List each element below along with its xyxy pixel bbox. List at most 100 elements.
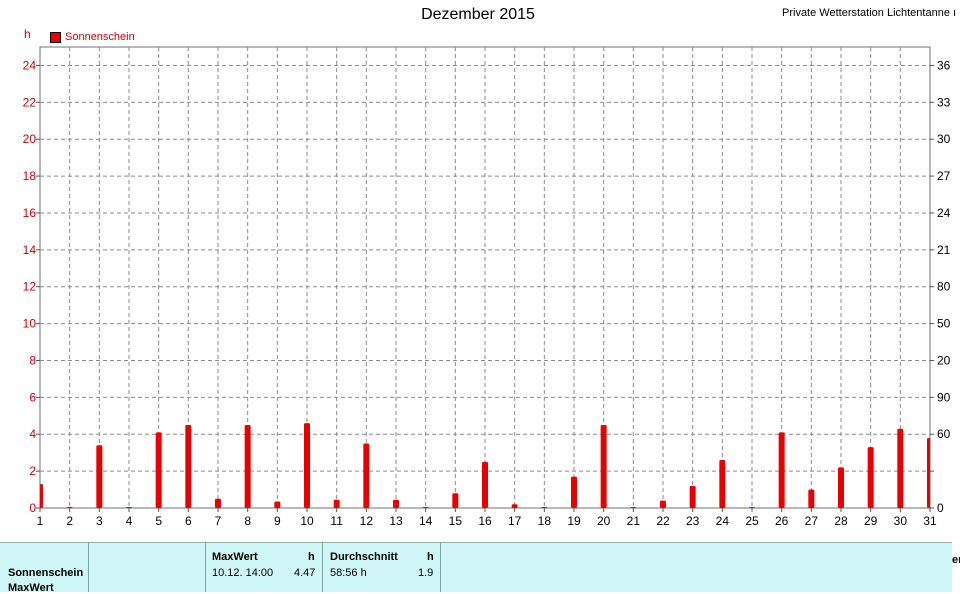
chart-title: Dezember 2015 xyxy=(421,6,535,23)
y-tick-label: 0 xyxy=(29,501,36,515)
right-tick-label: 36 xyxy=(937,58,951,72)
max-header: MaxWert xyxy=(212,551,258,563)
max-unit: h xyxy=(308,551,315,563)
legend-swatch xyxy=(50,31,61,43)
x-tick-label: 23 xyxy=(686,514,700,528)
footer-row-label-sunshine: Sonnenschein xyxy=(8,567,84,579)
bar-sonnenschein xyxy=(393,499,399,508)
right-tick-label: 33 xyxy=(937,95,951,109)
x-tick-label: 9 xyxy=(274,514,281,528)
plot-frame xyxy=(39,46,931,509)
x-tick-label: 19 xyxy=(567,514,581,528)
legend: Sonnenschein xyxy=(50,31,135,43)
bar-sonnenschein xyxy=(749,507,755,508)
right-tick-label: 30 xyxy=(937,132,951,146)
bar-sonnenschein xyxy=(897,428,904,508)
x-tick-label: 24 xyxy=(716,514,730,528)
bar-sonnenschein xyxy=(571,476,577,508)
right-tick-label: 60 xyxy=(937,427,951,441)
y-tick-label: 12 xyxy=(23,280,37,294)
y-tick-label: 18 xyxy=(23,169,37,183)
y-tick-label: 4 xyxy=(29,427,36,441)
y-tick-label: 2 xyxy=(29,464,36,478)
x-tick-label: 29 xyxy=(864,514,878,528)
x-tick-label: 15 xyxy=(449,514,463,528)
footer-max-column: MaxWert h 10.12. 14:00 4.47 xyxy=(206,543,323,592)
bar-sonnenschein xyxy=(244,425,251,508)
bar-sonnenschein xyxy=(600,425,607,508)
bar-sonnenschein xyxy=(482,461,488,508)
x-tick-label: 30 xyxy=(894,514,908,528)
right-tick-label: 24 xyxy=(937,206,951,220)
footer-avg-column: Durchschnitt h 58:56 h 1.9 xyxy=(323,543,441,592)
y-tick-label: 24 xyxy=(23,58,37,72)
x-tick-label: 22 xyxy=(656,514,670,528)
bar-sonnenschein xyxy=(40,484,43,508)
summary-footer: Sonnenschein MaxWert MaxWert h 10.12. 14… xyxy=(0,542,952,594)
bar-sonnenschein xyxy=(185,425,192,508)
x-tick-label: 11 xyxy=(330,514,343,528)
bar-sonnenschein xyxy=(215,498,221,508)
max-date: 10.12. 14:00 xyxy=(212,567,274,579)
footer-edge-label: er xyxy=(952,554,960,566)
footer-label-column: Sonnenschein MaxWert xyxy=(0,543,89,594)
x-tick-label: 13 xyxy=(389,514,403,528)
x-tick-label: 28 xyxy=(834,514,848,528)
bar-sonnenschein xyxy=(808,489,815,508)
x-tick-label: 14 xyxy=(419,514,433,528)
bar-sonnenschein xyxy=(927,437,930,508)
avg-header: Durchschnitt xyxy=(330,551,398,563)
x-tick-label: 18 xyxy=(538,514,552,528)
y-tick-label: 14 xyxy=(23,243,37,257)
bar-sonnenschein xyxy=(867,447,874,508)
avg-value: 1.9 xyxy=(418,567,434,579)
bar-sonnenschein xyxy=(333,499,340,508)
y-tick-label: 6 xyxy=(29,390,36,404)
x-tick-label: 5 xyxy=(155,514,162,528)
bar-sonnenschein xyxy=(96,445,103,508)
max-value: 4.47 xyxy=(294,567,316,579)
y-tick-label: 22 xyxy=(23,95,37,109)
bar-sonnenschein xyxy=(630,507,637,508)
bar-sonnenschein xyxy=(689,485,696,508)
bar-sonnenschein xyxy=(511,504,518,508)
y-tick-label: 20 xyxy=(23,132,37,146)
right-tick-label: 80 xyxy=(937,280,951,294)
footer-row-label-max: MaxWert xyxy=(8,582,54,594)
x-tick-label: 10 xyxy=(300,514,314,528)
x-tick-label: 16 xyxy=(478,514,492,528)
right-tick-label: 20 xyxy=(937,353,951,367)
x-tick-label: 25 xyxy=(745,514,759,528)
bar-sonnenschein xyxy=(66,507,73,508)
bar-sonnenschein xyxy=(304,423,310,508)
bar-sonnenschein xyxy=(422,507,429,508)
right-tick-label xyxy=(937,464,947,478)
right-tick-label: 27 xyxy=(937,169,951,183)
bar-sonnenschein xyxy=(363,443,370,508)
x-tick-label: 12 xyxy=(360,514,374,528)
x-tick-label: 8 xyxy=(244,514,251,528)
bar-sonnenschein xyxy=(778,432,785,508)
bar-sonnenschein xyxy=(660,500,666,508)
x-tick-label: 6 xyxy=(185,514,192,528)
y-tick-label: 10 xyxy=(23,317,37,331)
bar-sonnenschein xyxy=(126,507,132,508)
bar-sonnenschein xyxy=(719,460,726,508)
right-tick-label: 0 xyxy=(937,501,944,515)
right-tick-label: 21 xyxy=(937,243,951,257)
bar-sonnenschein xyxy=(274,501,281,508)
y-axis-unit: h xyxy=(24,27,31,41)
x-tick-label: 1 xyxy=(37,514,44,528)
y-tick-label: 8 xyxy=(29,353,36,367)
right-tick-label: 90 xyxy=(937,390,951,404)
right-tick-label: 50 xyxy=(937,317,951,331)
avg-total: 58:56 h xyxy=(330,567,367,579)
station-name: Private Wetterstation Lichtentanne ı L xyxy=(782,7,960,19)
x-tick-label: 4 xyxy=(126,514,133,528)
avg-unit: h xyxy=(427,551,434,563)
footer-edge: er xyxy=(952,542,960,591)
x-tick-label: 17 xyxy=(508,514,522,528)
footer-empty-column xyxy=(89,543,206,592)
bar-sonnenschein xyxy=(155,432,162,508)
